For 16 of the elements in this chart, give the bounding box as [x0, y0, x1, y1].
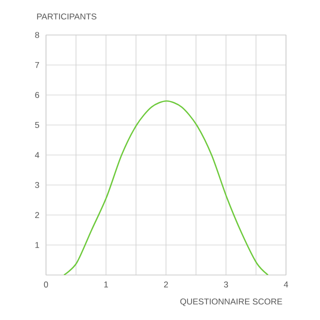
y-tick-label: 5: [35, 122, 40, 128]
y-tick-label: 2: [35, 212, 40, 218]
x-tick-label: 0: [44, 282, 48, 288]
x-tick-label: 4: [284, 282, 288, 288]
y-tick-label: 1: [35, 242, 40, 248]
y-tick-label: 6: [35, 92, 40, 98]
x-axis-title: QUESTIONNAIRE SCORE: [180, 298, 282, 306]
x-tick-label: 3: [224, 282, 228, 288]
y-tick-label: 7: [35, 62, 40, 68]
y-axis-title: PARTICIPANTS: [37, 13, 96, 20]
x-tick-label: 2: [164, 282, 168, 288]
y-tick-label: 4: [34, 152, 40, 158]
line-series: [63, 100, 269, 275]
x-tick-label: 1: [104, 282, 108, 288]
y-tick-label: 3: [35, 182, 40, 188]
y-tick-label: 8: [35, 32, 40, 38]
